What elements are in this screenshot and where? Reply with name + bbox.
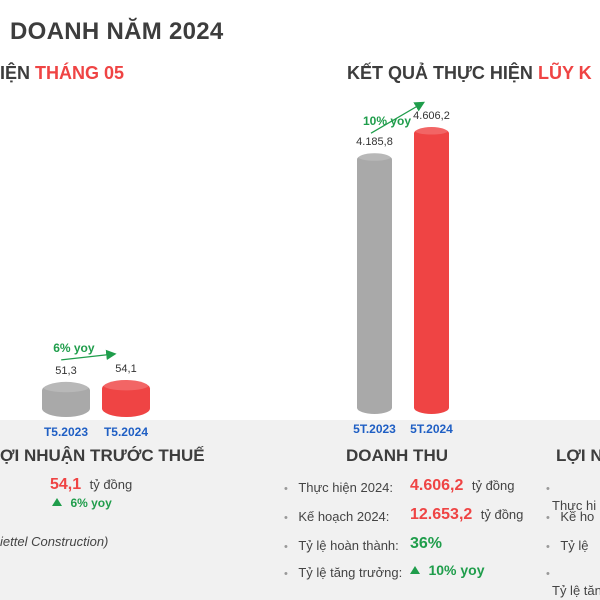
right-section-title-highlight: LŨY K: [537, 63, 592, 83]
profit-value-row: 54,1 tỷ đồng: [50, 476, 132, 494]
right-panel-row-label: Kế ho: [560, 509, 595, 524]
bullet-icon: •: [546, 541, 550, 553]
yoy-arrow: [370, 101, 425, 134]
revenue-actual-unit: tỷ đồng: [471, 478, 515, 493]
ytd-bar-chart: 4.185,8 5T.2023 4.606,2 5T.2024 10% yoy: [353, 101, 453, 436]
bullet-icon: •: [546, 568, 550, 580]
profit-unit: tỷ đồng: [89, 477, 133, 492]
revenue-row-label: Tỷ lệ hoàn thành:: [298, 538, 399, 553]
profit-value: 54,1: [50, 476, 82, 493]
yoy-arrow: [61, 349, 117, 361]
revenue-row-completion-value: 36%: [410, 535, 442, 553]
profit-footnote: iettel Construction): [0, 534, 109, 549]
revenue-plan-value: 12.653,2: [410, 506, 473, 523]
revenue-completion-value: 36%: [410, 535, 443, 552]
bullet-icon: •: [284, 541, 288, 553]
category-label: 5T.2024: [410, 422, 453, 436]
bar-5T.2024: [414, 127, 449, 414]
yoy-annotation: 10% yoy: [363, 114, 411, 128]
right-panel-title: LỢI N: [556, 446, 600, 465]
left-section-title-prefix: IỆN: [0, 63, 31, 83]
right-panel-row-label: Thực hi: [552, 498, 597, 513]
bar-top-T5.2023: [43, 381, 89, 393]
left-section-title-highlight: THÁNG 05: [35, 63, 125, 83]
category-label: T5.2024: [104, 425, 148, 439]
bullet-icon: •: [284, 483, 288, 495]
bar-top-T5.2024: [103, 380, 149, 391]
revenue-actual-value: 4.606,2: [410, 477, 464, 494]
bar-5T.2023: [357, 153, 392, 414]
revenue-row-label: Kế hoạch 2024:: [298, 509, 390, 524]
bar-top-5T.2024: [415, 127, 448, 135]
revenue-row-plan-value: 12.653,2 tỷ đồng: [410, 506, 523, 524]
bullet-icon: •: [284, 512, 288, 524]
right-panel-row: • Thực hi: [546, 479, 600, 515]
revenue-row-actual-value: 4.606,2 tỷ đồng: [410, 477, 515, 495]
bar-value-label: 4.185,8: [356, 136, 393, 148]
bar-value-label: 4.606,2: [413, 110, 450, 122]
yoy-annotation: 6% yoy: [53, 341, 95, 355]
bar-T5.2024: [102, 380, 150, 417]
right-panel-row: • Tỷ lệ tăng: [546, 564, 600, 600]
left-section-title: IỆN THÁNG 05: [0, 63, 124, 84]
monthly-bar-chart: 51,3 T5.2023 54,1 T5.2024 6% yoy: [42, 341, 150, 439]
right-section-title: KẾT QUẢ THỰC HIỆN LŨY K: [347, 63, 592, 84]
revenue-row-growth-value: 10% yoy: [410, 562, 485, 580]
bar-value-label: 54,1: [115, 363, 136, 375]
revenue-growth-value: 10% yoy: [428, 562, 485, 578]
category-label: 5T.2023: [353, 422, 396, 436]
bar-T5.2023: [42, 381, 90, 417]
revenue-row-label: Tỷ lệ tăng trưởng:: [298, 565, 403, 580]
revenue-row-growth: • Tỷ lệ tăng trưởng:: [284, 564, 402, 582]
revenue-panel-title: DOANH THU: [346, 446, 448, 465]
bullet-icon: •: [284, 568, 288, 580]
profit-yoy: 6% yoy: [70, 496, 112, 510]
bottom-panel-background: [0, 420, 600, 600]
up-triangle-icon: [52, 498, 62, 506]
right-panel-row-label: Tỷ lệ: [560, 538, 589, 553]
revenue-plan-unit: tỷ đồng: [480, 507, 524, 522]
right-panel-row-label: Tỷ lệ tăng: [552, 583, 600, 598]
profit-panel-title: ỢI NHUẬN TRƯỚC THUẾ: [0, 446, 205, 465]
revenue-row-label: Thực hiện 2024:: [298, 480, 394, 495]
bullet-icon: •: [546, 512, 550, 524]
bullet-icon: •: [546, 483, 550, 495]
page-title: DOANH NĂM 2024: [10, 18, 224, 45]
revenue-row-completion: • Tỷ lệ hoàn thành:: [284, 537, 399, 555]
right-panel-row: • Tỷ lệ: [546, 537, 588, 555]
revenue-row-plan: • Kế hoạch 2024:: [284, 508, 389, 526]
profit-yoy-row: 6% yoy: [52, 494, 112, 512]
revenue-row-actual: • Thực hiện 2024:: [284, 479, 393, 497]
bar-top-5T.2023: [358, 153, 391, 161]
bar-value-label: 51,3: [55, 365, 76, 377]
up-triangle-icon: [410, 566, 420, 574]
right-panel-row: • Kế ho: [546, 508, 594, 526]
category-label: T5.2023: [44, 425, 88, 439]
right-section-title-prefix: KẾT QUẢ THỰC HIỆN: [347, 63, 533, 83]
